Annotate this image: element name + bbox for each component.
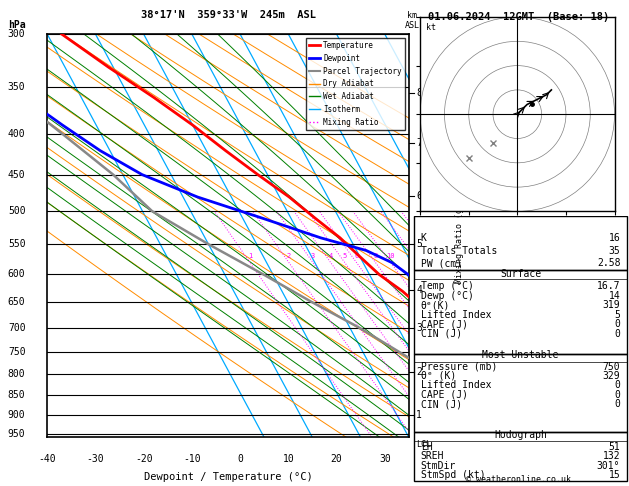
Text: hPa: hPa (8, 20, 25, 30)
Text: 20: 20 (331, 453, 342, 464)
Text: 51: 51 (609, 442, 620, 452)
Text: 5: 5 (343, 253, 347, 260)
Text: θᵉ(K): θᵉ(K) (421, 300, 450, 310)
Text: 6: 6 (416, 191, 422, 201)
Legend: Temperature, Dewpoint, Parcel Trajectory, Dry Adiabat, Wet Adiabat, Isotherm, Mi: Temperature, Dewpoint, Parcel Trajectory… (306, 38, 405, 130)
Text: 7: 7 (416, 138, 422, 148)
Text: 400: 400 (8, 129, 25, 139)
Text: 650: 650 (8, 297, 25, 307)
Bar (414, 354, 627, 432)
Text: 329: 329 (603, 371, 620, 381)
Text: 35: 35 (609, 245, 620, 256)
Text: 0: 0 (615, 329, 620, 339)
Text: Hodograph: Hodograph (494, 430, 547, 440)
Text: © weatheronline.co.uk: © weatheronline.co.uk (467, 474, 571, 484)
Text: 16.7: 16.7 (597, 281, 620, 292)
Text: 0: 0 (615, 399, 620, 409)
Text: SREH: SREH (421, 451, 444, 461)
Text: 350: 350 (8, 83, 25, 92)
Text: CIN (J): CIN (J) (421, 329, 462, 339)
Text: 38°17'N  359°33'W  245m  ASL: 38°17'N 359°33'W 245m ASL (140, 10, 316, 20)
Text: 301°: 301° (597, 461, 620, 471)
Text: kt: kt (426, 23, 436, 32)
Text: 950: 950 (8, 429, 25, 439)
Text: 4: 4 (416, 285, 422, 295)
Text: 3: 3 (311, 253, 315, 260)
Text: -40: -40 (38, 453, 56, 464)
Text: 850: 850 (8, 390, 25, 400)
Text: 2: 2 (287, 253, 291, 260)
Text: 3: 3 (416, 323, 422, 333)
Text: 10: 10 (282, 453, 294, 464)
Bar (414, 216, 627, 270)
Text: 600: 600 (8, 269, 25, 279)
Text: -30: -30 (87, 453, 104, 464)
Text: 0: 0 (615, 381, 620, 390)
Text: 4: 4 (328, 253, 333, 260)
Text: 0: 0 (615, 319, 620, 329)
Text: θᵉ (K): θᵉ (K) (421, 371, 456, 381)
Text: PW (cm): PW (cm) (421, 258, 462, 268)
Text: EH: EH (421, 442, 432, 452)
Text: Surface: Surface (500, 269, 541, 279)
Bar (414, 270, 627, 354)
Text: 8: 8 (374, 253, 377, 260)
Text: Most Unstable: Most Unstable (482, 350, 559, 360)
Text: 1: 1 (416, 410, 422, 419)
Text: 5: 5 (615, 310, 620, 320)
Text: 01.06.2024  12GMT  (Base: 18): 01.06.2024 12GMT (Base: 18) (428, 12, 610, 22)
Text: 900: 900 (8, 410, 25, 420)
Text: Totals Totals: Totals Totals (421, 245, 497, 256)
Text: 132: 132 (603, 451, 620, 461)
Text: 550: 550 (8, 239, 25, 249)
Text: Dewpoint / Temperature (°C): Dewpoint / Temperature (°C) (143, 472, 313, 482)
Text: 8: 8 (416, 88, 422, 98)
Text: 6: 6 (355, 253, 359, 260)
Text: -10: -10 (183, 453, 201, 464)
Text: Temp (°C): Temp (°C) (421, 281, 474, 292)
Text: Lifted Index: Lifted Index (421, 310, 491, 320)
Text: km
ASL: km ASL (405, 11, 420, 30)
Text: Lifted Index: Lifted Index (421, 381, 491, 390)
Text: 30: 30 (379, 453, 391, 464)
Text: 15: 15 (609, 470, 620, 480)
Text: 0: 0 (237, 453, 243, 464)
Text: 14: 14 (609, 291, 620, 301)
Text: 500: 500 (8, 206, 25, 216)
Text: Mixing Ratio (g/kg): Mixing Ratio (g/kg) (455, 188, 464, 283)
Text: 2.58: 2.58 (597, 258, 620, 268)
Text: CIN (J): CIN (J) (421, 399, 462, 409)
Text: 800: 800 (8, 369, 25, 379)
Text: LCL: LCL (416, 440, 431, 450)
Text: 5: 5 (416, 239, 422, 249)
Text: 1: 1 (248, 253, 252, 260)
Text: 700: 700 (8, 323, 25, 333)
Text: -20: -20 (135, 453, 152, 464)
Text: 10: 10 (386, 253, 395, 260)
Text: Pressure (mb): Pressure (mb) (421, 362, 497, 371)
Text: 2: 2 (416, 367, 422, 378)
Text: StmSpd (kt): StmSpd (kt) (421, 470, 486, 480)
Text: 450: 450 (8, 170, 25, 180)
Text: CAPE (J): CAPE (J) (421, 390, 468, 400)
Text: Dewp (°C): Dewp (°C) (421, 291, 474, 301)
Text: 16: 16 (609, 233, 620, 243)
Text: 750: 750 (603, 362, 620, 371)
Text: CAPE (J): CAPE (J) (421, 319, 468, 329)
Text: StmDir: StmDir (421, 461, 456, 471)
Text: K: K (421, 233, 426, 243)
Text: 300: 300 (8, 29, 25, 39)
Bar (414, 432, 627, 481)
Text: 750: 750 (8, 347, 25, 357)
Text: 319: 319 (603, 300, 620, 310)
Text: 0: 0 (615, 390, 620, 400)
